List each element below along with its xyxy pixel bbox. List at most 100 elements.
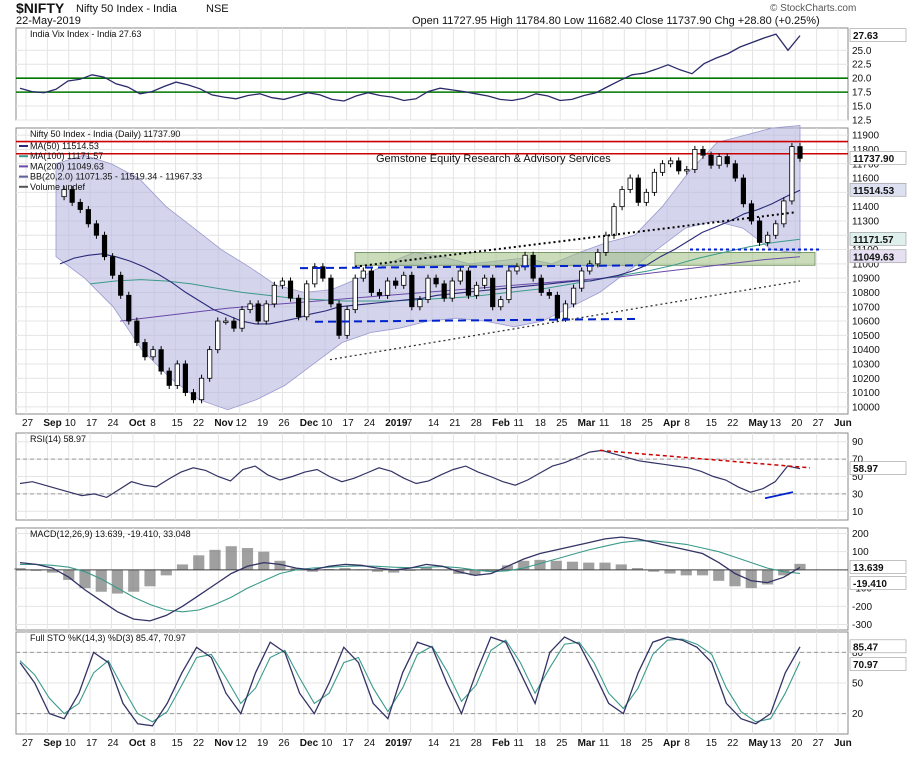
- price-ytick-label: 10500: [852, 331, 880, 342]
- x-axis-label: 7: [407, 738, 413, 749]
- x-axis-label: 25: [556, 418, 568, 429]
- candle-body: [61, 189, 67, 198]
- x-axis-label: 25: [556, 738, 568, 749]
- x-axis-label: 24: [364, 738, 376, 749]
- candle-body: [603, 234, 609, 253]
- x-axis-label: Jun: [834, 738, 852, 749]
- rsi-support-line: [764, 491, 794, 500]
- x-axis-label: Mar: [578, 418, 596, 429]
- x-axis-label: 12: [236, 738, 248, 749]
- macd-right-label-box: [849, 560, 907, 574]
- macd-histogram-bar: [241, 548, 254, 570]
- candle-body: [659, 163, 666, 173]
- macd-title: MACD(12,26,9) 13.639, -19.410, 33.048: [30, 529, 191, 539]
- x-axis-label: 2019: [385, 418, 408, 429]
- candle-body: [756, 220, 763, 243]
- x-axis-label: Feb: [492, 418, 510, 429]
- candle-body: [287, 280, 294, 299]
- x-axis-label: 12: [236, 418, 248, 429]
- x-axis-label: 10: [321, 418, 333, 429]
- candle-body: [174, 363, 180, 386]
- candle-body: [417, 299, 423, 308]
- macd-ytick-label: -300: [852, 620, 872, 631]
- candle-body: [684, 169, 690, 172]
- rsi-last-label: 58.97: [853, 464, 878, 475]
- candle-body: [441, 283, 447, 299]
- candle-body: [619, 189, 625, 208]
- price-ytick-label: 10400: [852, 345, 880, 356]
- macd-histogram-bar: [485, 569, 497, 572]
- price-ytick-label: 11700: [852, 159, 880, 170]
- macd-histogram-bar: [225, 546, 237, 570]
- candle-body: [190, 392, 197, 401]
- price-legend-item: MA(100) 11171.57: [30, 151, 103, 161]
- candle-body: [142, 342, 148, 358]
- x-axis-label: 18: [535, 738, 547, 749]
- macd-histogram-bar: [534, 559, 546, 570]
- x-axis-label: 19: [257, 738, 269, 749]
- candle-body: [320, 266, 326, 279]
- candle-body: [223, 320, 229, 323]
- x-axis-label: 11: [599, 738, 610, 749]
- x-axis-label: 11: [513, 418, 524, 429]
- x-axis-label: Dec: [300, 418, 319, 429]
- x-axis-label: 14: [428, 738, 440, 749]
- x-axis-label: 22: [727, 738, 739, 749]
- candle-body: [724, 156, 730, 165]
- macd-histogram-bar: [258, 551, 270, 570]
- candle-body: [393, 280, 399, 286]
- x-axis-label: 26: [278, 738, 290, 749]
- price-legend-item: MA(200) 11049.63: [30, 161, 104, 171]
- x-axis-label: 22: [193, 738, 205, 749]
- candle-body: [773, 223, 779, 236]
- sto-right-label-box: [849, 639, 907, 654]
- x-axis-label: 10: [65, 418, 77, 429]
- macd-right-label-box: [849, 576, 907, 590]
- macd-histogram-bar: [388, 569, 400, 573]
- candle-body: [490, 277, 496, 308]
- x-axis-label: Mar: [578, 738, 596, 749]
- price-ytick-label: 10300: [852, 359, 880, 370]
- x-axis-label: 24: [107, 418, 119, 429]
- macd-histogram-bar: [631, 568, 644, 570]
- candle-body: [506, 270, 512, 301]
- candle-body: [498, 299, 504, 308]
- x-axis-label: Oct: [129, 418, 146, 429]
- exchange-label: NSE: [206, 3, 229, 15]
- candle-body: [546, 292, 552, 296]
- sto-right-label: 85.47: [853, 642, 878, 653]
- x-axis-label: Apr: [663, 418, 680, 429]
- x-axis-label: 24: [107, 738, 119, 749]
- x-axis-label: 8: [150, 418, 156, 429]
- macd-histogram-bar: [46, 569, 59, 573]
- candle-body: [425, 277, 431, 300]
- x-axis-label: 8: [150, 738, 156, 749]
- vix-ytick-label: 12.5: [852, 116, 872, 127]
- range-bottom-line: [314, 317, 641, 323]
- macd-histogram-bar: [745, 569, 757, 589]
- price-ytick-label: 11800: [852, 145, 880, 156]
- candle-body: [651, 171, 658, 193]
- x-axis-label: 8: [684, 738, 690, 749]
- rsi-title: RSI(14) 58.97: [30, 434, 86, 444]
- macd-histogram-bar: [209, 549, 221, 570]
- candle-body: [215, 320, 221, 351]
- x-axis-label: 2019: [385, 738, 408, 749]
- vix-last-label: 27.63: [853, 31, 878, 42]
- ticker-symbol: $NIFTY: [16, 0, 65, 16]
- candle-body: [360, 270, 366, 279]
- candle-body: [409, 274, 415, 308]
- candle-body: [692, 149, 698, 170]
- x-axis-label: 21: [449, 418, 461, 429]
- candle-body: [627, 177, 633, 190]
- x-axis-label: Nov: [214, 418, 233, 429]
- price-ytick-label: 10100: [852, 388, 880, 399]
- candle-body: [457, 270, 463, 282]
- candle-body: [433, 277, 439, 285]
- candle-body: [110, 256, 116, 276]
- candle-body: [239, 309, 245, 329]
- x-axis-label: May: [749, 418, 769, 429]
- x-axis-label: 26: [278, 418, 290, 429]
- candle-body: [465, 270, 472, 296]
